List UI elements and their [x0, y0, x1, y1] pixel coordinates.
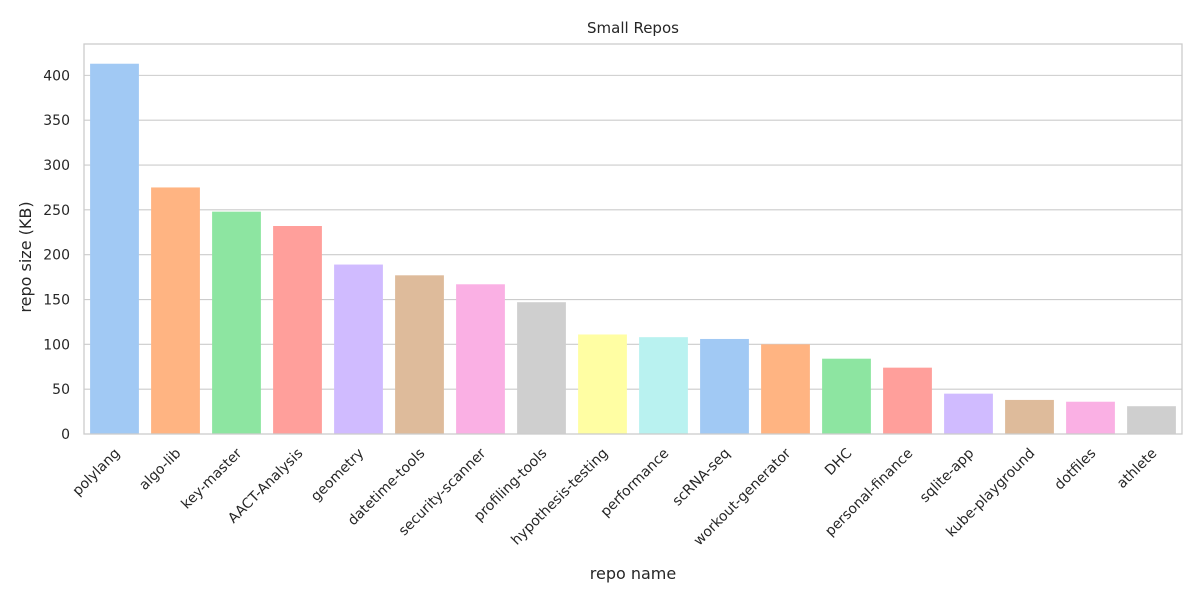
x-tick-label: dotfiles: [1052, 446, 1100, 494]
bar-hypothesis-testing: [578, 334, 627, 434]
y-tick-label: 400: [43, 68, 70, 84]
y-axis-title: repo size (KB): [16, 201, 35, 312]
bar-personal-finance: [883, 367, 932, 434]
bar-polylang: [90, 63, 139, 435]
y-tick-label: 0: [61, 427, 70, 443]
x-tick-label: DHC: [822, 445, 855, 478]
plot-border: [83, 43, 1183, 435]
x-tick-label: geometry: [308, 446, 367, 505]
y-tick-labels: 0 50 100 150 200 250 300 350 400: [43, 68, 70, 443]
plot-frame: [83, 43, 1183, 435]
chart-title: Small Repos: [587, 19, 679, 37]
x-tick-label: athlete: [1114, 446, 1160, 492]
bar-dotfiles: [1066, 401, 1115, 434]
bar-datetime-tools: [395, 275, 444, 434]
x-tick-label: algo-lib: [136, 445, 184, 493]
y-tick-label: 200: [43, 248, 70, 264]
bar-performance: [639, 337, 688, 434]
x-tick-label: polylang: [70, 446, 124, 500]
gridlines: [84, 74, 1182, 435]
x-tick-label: key-master: [178, 445, 245, 512]
bar-key-master: [212, 211, 261, 434]
bar-workout-generator: [761, 344, 810, 434]
y-tick-label: 50: [52, 382, 70, 398]
bar-geometry: [334, 264, 383, 434]
y-tick-label: 350: [43, 113, 70, 129]
bar-sqlite-app: [944, 393, 993, 434]
bar-security-scanner: [456, 284, 505, 434]
x-tick-label: sqlite-app: [917, 445, 978, 506]
bar-athlete: [1127, 406, 1176, 434]
bars: [90, 63, 1176, 435]
y-tick-label: 150: [43, 293, 70, 309]
y-tick-label: 100: [43, 337, 70, 353]
bar-aact-analysis: [273, 226, 322, 434]
bar-scrna-seq: [700, 338, 749, 434]
y-tick-label: 300: [43, 158, 70, 174]
bar-algo-lib: [151, 187, 200, 434]
bar-dhc: [822, 358, 871, 434]
bar-profiling-tools: [517, 302, 566, 434]
y-tick-label: 250: [43, 203, 70, 219]
x-axis-title: repo name: [590, 564, 676, 583]
x-tick-label: scRNA-seq: [669, 446, 733, 510]
bar-kube-playground: [1005, 399, 1054, 434]
